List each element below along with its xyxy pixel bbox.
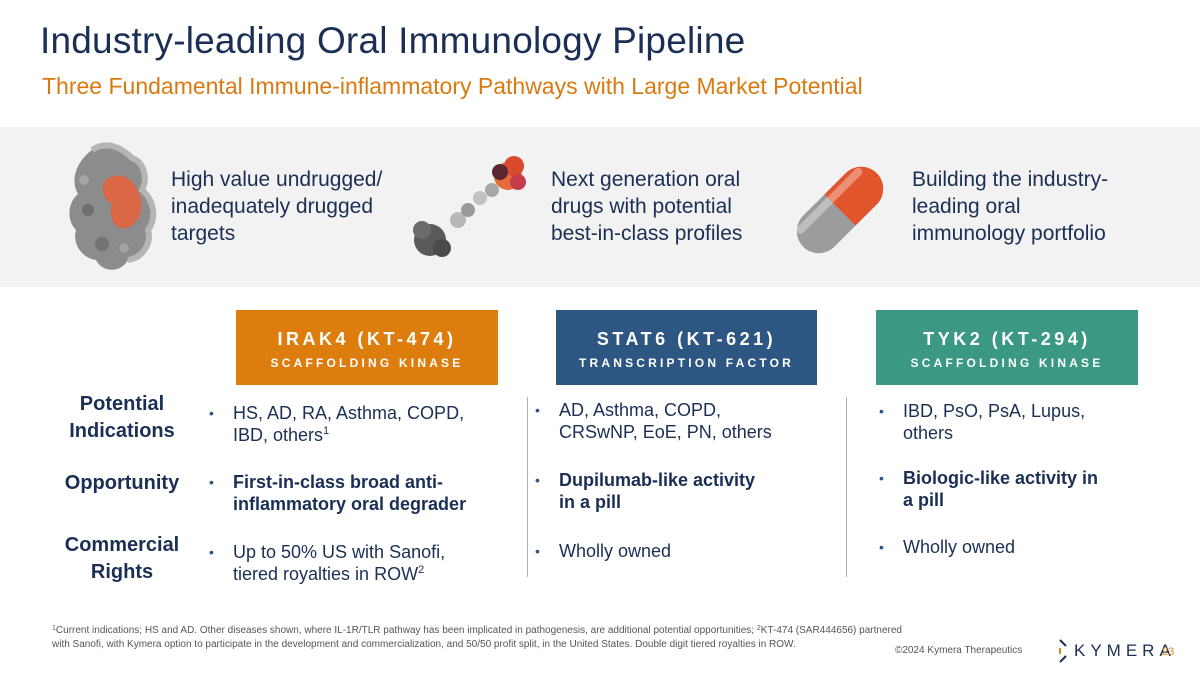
column-divider <box>846 397 847 577</box>
program-header-irak4: IRAK4 (KT-474) SCAFFOLDING KINASE <box>236 310 498 385</box>
cell-line: Up to 50% US with Sanofi, <box>233 542 446 562</box>
highlight-undrugged-targets: High value undrugged/ inadequately drugg… <box>171 166 382 247</box>
highlight-next-gen-drugs: Next generation oral drugs with potentia… <box>551 166 742 247</box>
program-header-stat6: STAT6 (KT-621) TRANSCRIPTION FACTOR <box>556 310 817 385</box>
bullet-icon: • <box>879 470 884 486</box>
highlight-line: immunology portfolio <box>912 222 1106 245</box>
page-subtitle: Three Fundamental Immune-inflammatory Pa… <box>42 73 863 99</box>
program-title: TYK2 (KT-294) <box>923 329 1091 349</box>
highlight-line: inadequately drugged <box>171 195 374 218</box>
program-header-tyk2: TYK2 (KT-294) SCAFFOLDING KINASE <box>876 310 1138 385</box>
stat6-rights: • Wholly owned <box>535 540 671 562</box>
program-subtitle: SCAFFOLDING KINASE <box>270 356 464 370</box>
cell-line: IBD, others <box>233 425 324 445</box>
irak4-indications: • HS, AD, RA, Asthma, COPD, IBD, others1 <box>209 402 464 446</box>
row-label-indications: Potential Indications <box>52 391 192 445</box>
program-subtitle: TRANSCRIPTION FACTOR <box>578 356 795 370</box>
cell-line: IBD, PsO, PsA, Lupus, <box>903 401 1086 421</box>
program-title: IRAK4 (KT-474) <box>277 329 457 349</box>
bullet-icon: • <box>535 402 540 418</box>
bullet-icon: • <box>209 405 214 421</box>
bullet-icon: • <box>209 544 214 560</box>
tyk2-opportunity: • Biologic-like activity in a pill <box>879 467 1098 511</box>
highlight-line: Next generation oral <box>551 168 741 191</box>
cell-line: HS, AD, RA, Asthma, COPD, <box>233 403 465 423</box>
footnote-marker: 1 <box>52 625 56 632</box>
company-logo: KYMERA <box>1058 636 1176 666</box>
highlight-line: leading oral <box>912 195 1021 218</box>
copyright: ©2024 Kymera Therapeutics <box>895 645 1023 656</box>
cell-line: inflammatory oral degrader <box>233 494 467 514</box>
cell-line: Biologic-like activity in <box>903 468 1099 488</box>
cell-line: tiered royalties in ROW <box>233 564 419 584</box>
highlight-immunology-portfolio: Building the industry- leading oral immu… <box>912 166 1108 247</box>
cell-line: in a pill <box>559 492 622 512</box>
cell-line: First-in-class broad anti- <box>233 472 444 492</box>
tyk2-indications: • IBD, PsO, PsA, Lupus, others <box>879 400 1085 444</box>
molecule-degrader-icon <box>413 156 526 257</box>
bullet-icon: • <box>209 474 214 490</box>
highlights-band <box>0 127 1200 287</box>
logo-wordmark: KYMERA <box>1074 641 1176 660</box>
highlight-line: drugs with potential <box>551 195 732 218</box>
row-label-line: Rights <box>90 561 154 583</box>
program-title: STAT6 (KT-621) <box>596 329 777 349</box>
row-label-line: Opportunity <box>64 472 180 494</box>
row-label-line: Indications <box>69 420 175 442</box>
cell-line: AD, Asthma, COPD, <box>559 400 722 420</box>
bullet-icon: • <box>535 472 540 488</box>
row-label-opportunity: Opportunity <box>52 470 192 497</box>
protein-structure-icon <box>69 142 157 270</box>
highlight-line: targets <box>171 222 236 245</box>
stat6-opportunity: • Dupilumab-like activity in a pill <box>535 469 755 513</box>
footnote-text: with Sanofi, with Kymera option to parti… <box>52 639 796 650</box>
row-label-line: Potential <box>79 393 165 415</box>
cell-line: CRSwNP, EoE, PN, others <box>559 422 772 442</box>
highlight-line: Building the industry- <box>912 168 1109 191</box>
column-divider <box>527 397 528 577</box>
stat6-indications: • AD, Asthma, COPD, CRSwNP, EoE, PN, oth… <box>535 399 772 443</box>
cell-line: Wholly owned <box>903 537 1016 557</box>
page-number: 23 <box>1162 646 1175 658</box>
bullet-icon: • <box>535 543 540 559</box>
highlight-line: High value undrugged/ <box>171 168 383 191</box>
footnote-text: KT-474 (SAR444656) partnered <box>760 625 902 636</box>
cell-line: a pill <box>903 490 945 510</box>
cell-line: others <box>903 423 954 443</box>
page-title: Industry-leading Oral Immunology Pipelin… <box>40 20 746 61</box>
tyk2-rights: • Wholly owned <box>879 536 1015 558</box>
footnote-ref: 2 <box>418 564 425 576</box>
row-label-line: Commercial <box>64 534 180 556</box>
logo-mark-icon <box>1059 639 1067 663</box>
cell-line: Wholly owned <box>559 541 672 561</box>
footnote-ref: 1 <box>323 425 330 437</box>
bullet-icon: • <box>879 539 884 555</box>
cell-line: Dupilumab-like activity <box>559 470 756 490</box>
footnote-text: Current indications; HS and AD. Other di… <box>55 625 757 636</box>
program-subtitle: SCAFFOLDING KINASE <box>910 356 1104 370</box>
footnote-marker: 2 <box>756 625 761 632</box>
row-label-rights: Commercial Rights <box>52 532 192 586</box>
pill-capsule-icon <box>796 166 884 254</box>
bullet-icon: • <box>879 403 884 419</box>
footnote: 1Current indications; HS and AD. Other d… <box>52 624 902 651</box>
irak4-rights: • Up to 50% US with Sanofi, tiered royal… <box>209 541 445 585</box>
highlight-line: best-in-class profiles <box>551 222 743 245</box>
irak4-opportunity: • First-in-class broad anti- inflammator… <box>209 471 466 515</box>
